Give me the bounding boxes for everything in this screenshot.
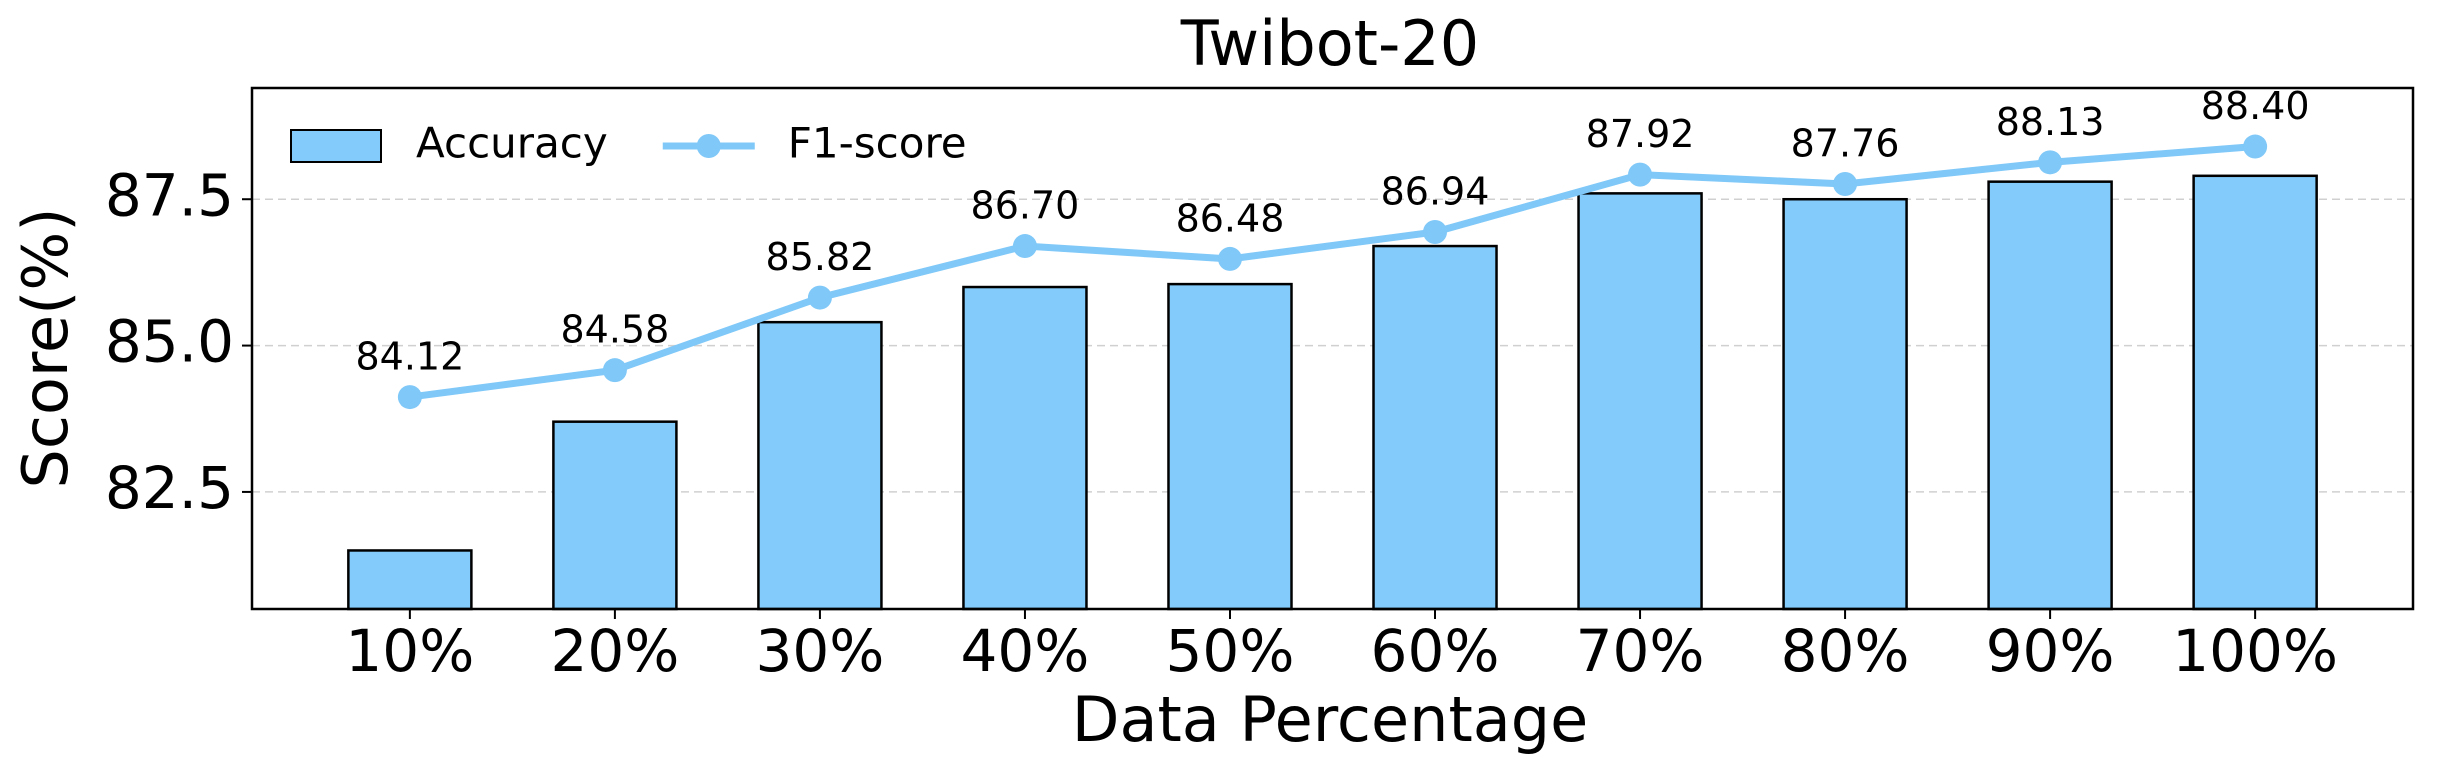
legend-label: F1-score [788, 119, 967, 168]
data-label: 85.82 [766, 235, 875, 279]
point [2038, 150, 2063, 175]
bar [2192, 174, 2318, 611]
bar [552, 420, 678, 611]
x-tick-label: 50% [1166, 617, 1295, 685]
y-tick-label: 87.5 [105, 161, 234, 229]
data-label: 88.40 [2201, 84, 2310, 128]
legend-label: Accuracy [416, 119, 608, 168]
data-label: 88.13 [1996, 100, 2105, 144]
data-label: 84.12 [355, 335, 464, 379]
bar [757, 320, 883, 611]
bar [347, 549, 473, 611]
data-label: 87.92 [1586, 112, 1695, 156]
point [1012, 234, 1037, 259]
legend-marker [696, 134, 721, 158]
data-label: 84.58 [561, 308, 670, 352]
x-axis-label: Data Percentage [1072, 683, 1589, 756]
point [1423, 220, 1448, 245]
bar [1372, 244, 1498, 611]
data-label: 86.94 [1381, 170, 1490, 214]
chart-title: Twibot-20 [1180, 7, 1479, 80]
x-tick-label: 30% [755, 617, 884, 685]
bar [1782, 197, 1908, 611]
y-axis-label: Score(%) [9, 208, 82, 489]
point [1833, 172, 1858, 197]
y-tick-label: 82.5 [105, 454, 234, 522]
bar [962, 285, 1088, 611]
x-tick-label: 100% [2172, 617, 2338, 685]
point [1628, 162, 1653, 187]
point [602, 358, 627, 383]
line [409, 143, 2256, 401]
x-tick-label: 20% [550, 617, 679, 685]
legend-swatch [290, 129, 382, 163]
bar [1167, 282, 1293, 611]
x-tick-label: 40% [960, 617, 1089, 685]
x-tick-label: 60% [1371, 617, 1500, 685]
data-label: 87.76 [1791, 122, 1900, 166]
point [397, 385, 422, 410]
y-tick-label: 85.0 [105, 308, 234, 376]
data-label: 86.48 [1176, 196, 1285, 240]
point [2243, 134, 2268, 159]
x-tick-label: 70% [1576, 617, 1705, 685]
x-tick-label: 10% [345, 617, 474, 685]
point [807, 285, 832, 310]
data-label: 86.70 [971, 184, 1080, 228]
x-tick-label: 90% [1986, 617, 2115, 685]
bar [1577, 192, 1703, 611]
plot-frame [250, 86, 2415, 611]
x-tick-label: 80% [1781, 617, 1910, 685]
bar [1987, 180, 2113, 611]
point [1217, 246, 1242, 271]
